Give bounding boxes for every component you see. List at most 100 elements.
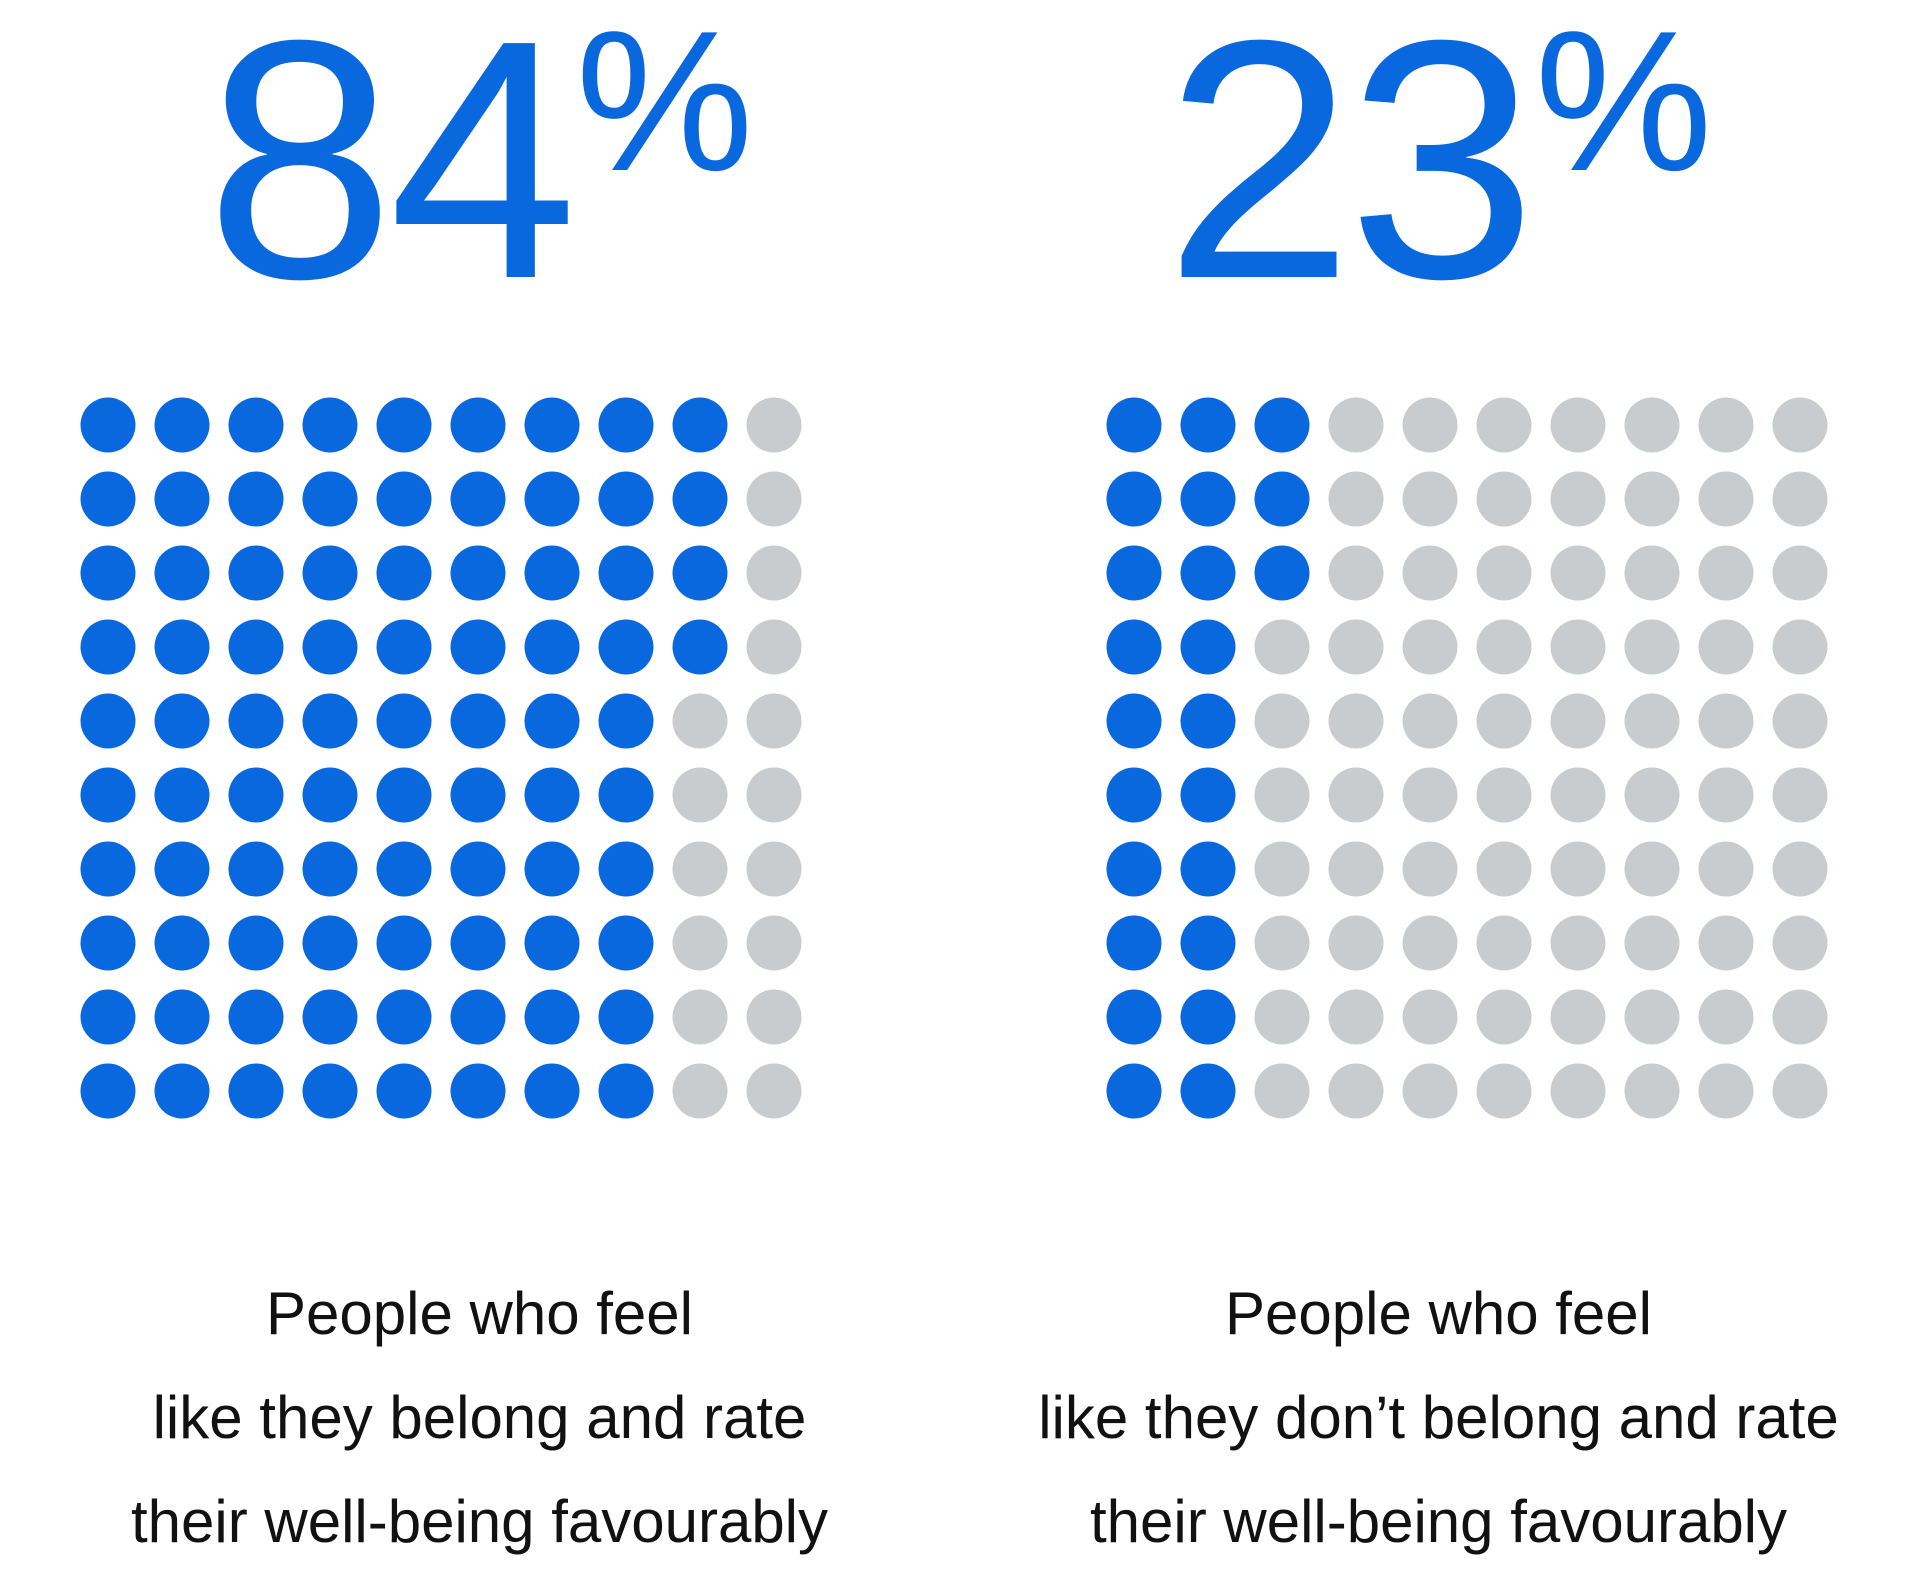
empty-dot (1772, 989, 1828, 1045)
empty-dot (1328, 989, 1384, 1045)
filled-dot (228, 989, 284, 1045)
empty-dot (1772, 397, 1828, 453)
filled-dot (598, 693, 654, 749)
filled-dot (524, 471, 580, 527)
filled-dot (598, 915, 654, 971)
filled-dot (524, 989, 580, 1045)
filled-dot (154, 545, 210, 601)
empty-dot (1328, 397, 1384, 453)
empty-dot (1328, 915, 1384, 971)
empty-dot (672, 693, 728, 749)
empty-dot (1772, 545, 1828, 601)
filled-dot (450, 619, 506, 675)
filled-dot (154, 1063, 210, 1119)
filled-dot (228, 767, 284, 823)
empty-dot (1624, 841, 1680, 897)
not-belong-panel: 23% People who feel like they don’t belo… (959, 0, 1918, 1558)
filled-dot (302, 1063, 358, 1119)
filled-dot (450, 471, 506, 527)
empty-dot (1328, 841, 1384, 897)
caption-line: People who feel (266, 1280, 693, 1347)
empty-dot (1476, 619, 1532, 675)
filled-dot (450, 989, 506, 1045)
filled-dot (228, 471, 284, 527)
empty-dot (1328, 693, 1384, 749)
belong-stat-unit: % (575, 0, 754, 213)
filled-dot (154, 693, 210, 749)
filled-dot (524, 1063, 580, 1119)
empty-dot (1624, 545, 1680, 601)
filled-dot (1180, 989, 1236, 1045)
filled-dot (450, 545, 506, 601)
filled-dot (228, 397, 284, 453)
filled-dot (80, 915, 136, 971)
empty-dot (1698, 915, 1754, 971)
caption-line: their well-being favourably (1089, 1488, 1788, 1555)
caption-line: People who feel (1225, 1280, 1652, 1347)
empty-dot (1254, 1063, 1310, 1119)
empty-dot (1624, 915, 1680, 971)
filled-dot (450, 841, 506, 897)
belong-stat: 84% (0, 0, 959, 330)
empty-dot (1476, 1063, 1532, 1119)
filled-dot (672, 619, 728, 675)
caption-line: like they belong and rate (152, 1384, 807, 1451)
empty-dot (1772, 767, 1828, 823)
empty-dot (1698, 545, 1754, 601)
filled-dot (80, 693, 136, 749)
empty-dot (1476, 397, 1532, 453)
filled-dot (1180, 693, 1236, 749)
filled-dot (1180, 471, 1236, 527)
empty-dot (1698, 1063, 1754, 1119)
filled-dot (302, 693, 358, 749)
filled-dot (302, 767, 358, 823)
empty-dot (1402, 545, 1458, 601)
empty-dot (1550, 397, 1606, 453)
caption-line: like they don’t belong and rate (1038, 1384, 1839, 1451)
filled-dot (524, 397, 580, 453)
filled-dot (154, 841, 210, 897)
filled-dot (154, 397, 210, 453)
filled-dot (524, 545, 580, 601)
filled-dot (80, 1063, 136, 1119)
empty-dot (1772, 841, 1828, 897)
filled-dot (302, 545, 358, 601)
filled-dot (154, 619, 210, 675)
filled-dot (228, 841, 284, 897)
filled-dot (154, 989, 210, 1045)
filled-dot (1180, 397, 1236, 453)
empty-dot (1476, 545, 1532, 601)
empty-dot (1698, 989, 1754, 1045)
filled-dot (524, 915, 580, 971)
filled-dot (228, 693, 284, 749)
empty-dot (1402, 471, 1458, 527)
filled-dot (598, 397, 654, 453)
filled-dot (524, 619, 580, 675)
empty-dot (1402, 693, 1458, 749)
filled-dot (1254, 397, 1310, 453)
empty-dot (1772, 471, 1828, 527)
filled-dot (598, 619, 654, 675)
empty-dot (1476, 841, 1532, 897)
empty-dot (1624, 471, 1680, 527)
empty-dot (1328, 767, 1384, 823)
filled-dot (154, 767, 210, 823)
empty-dot (746, 545, 802, 601)
filled-dot (376, 989, 432, 1045)
filled-dot (376, 619, 432, 675)
filled-dot (154, 471, 210, 527)
filled-dot (1180, 841, 1236, 897)
empty-dot (1624, 619, 1680, 675)
filled-dot (598, 1063, 654, 1119)
empty-dot (1550, 767, 1606, 823)
filled-dot (1180, 545, 1236, 601)
filled-dot (1254, 471, 1310, 527)
filled-dot (450, 397, 506, 453)
empty-dot (1402, 767, 1458, 823)
empty-dot (746, 915, 802, 971)
filled-dot (524, 767, 580, 823)
not-belong-dot-grid (1106, 397, 1828, 1119)
empty-dot (746, 619, 802, 675)
empty-dot (1550, 619, 1606, 675)
empty-dot (1624, 397, 1680, 453)
